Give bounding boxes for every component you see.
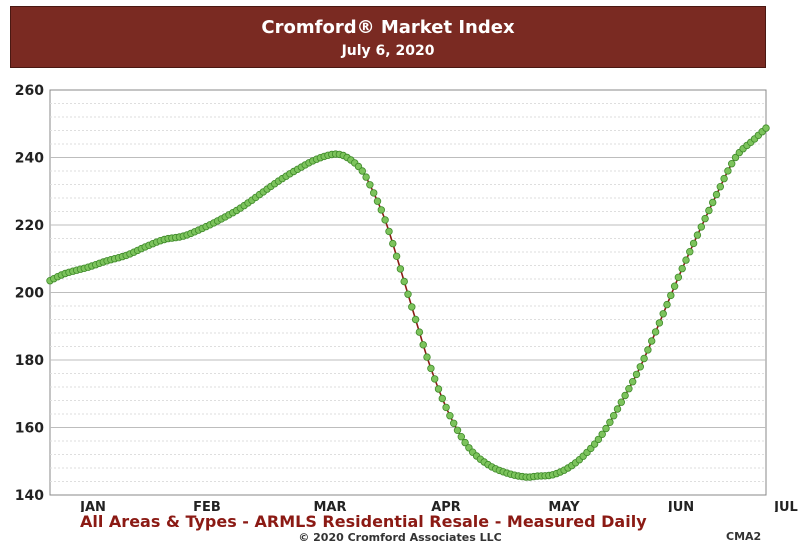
- data-point: [728, 159, 736, 168]
- data-point: [648, 337, 656, 345]
- data-point: [678, 264, 686, 273]
- series-points: [46, 124, 770, 481]
- data-point: [731, 153, 740, 162]
- data-point: [674, 273, 683, 281]
- x-tick-label: JAN: [79, 500, 106, 512]
- data-point: [640, 354, 648, 363]
- x-tick-label: APR: [431, 500, 461, 512]
- data-point: [408, 303, 416, 311]
- data-point: [438, 394, 446, 403]
- data-point: [453, 426, 462, 434]
- data-point: [720, 174, 728, 183]
- data-point: [613, 405, 622, 413]
- data-point: [724, 167, 732, 175]
- data-point: [686, 247, 694, 256]
- data-point: [370, 189, 378, 197]
- chart-title: Cromford® Market Index: [261, 17, 515, 38]
- y-tick-label: 180: [15, 353, 44, 369]
- data-point: [457, 433, 465, 441]
- data-point: [701, 214, 709, 223]
- data-point: [663, 300, 671, 309]
- data-point: [400, 277, 408, 286]
- x-tick-label: JUL: [773, 500, 798, 512]
- data-point: [636, 363, 644, 371]
- data-point: [644, 346, 652, 354]
- y-tick-label: 160: [15, 421, 44, 437]
- data-point: [689, 239, 698, 248]
- data-point: [762, 124, 770, 132]
- data-point: [651, 328, 660, 336]
- chart-subtitle: July 6, 2020: [341, 43, 435, 59]
- data-point: [693, 231, 702, 239]
- data-point: [392, 252, 401, 260]
- footer-code: CMA2: [726, 530, 762, 543]
- data-point: [709, 198, 717, 207]
- y-tick-label: 240: [15, 151, 44, 167]
- x-tick-label: MAY: [548, 500, 580, 512]
- data-point: [594, 435, 603, 444]
- data-point: [415, 328, 424, 336]
- data-point: [423, 353, 431, 361]
- data-point: [667, 291, 675, 300]
- title-bar: Cromford® Market Index July 6, 2020: [10, 6, 766, 68]
- data-point: [606, 418, 614, 426]
- y-axis: 140 160 180 200 220 240 260: [15, 83, 44, 504]
- data-point: [712, 190, 721, 199]
- data-point: [450, 419, 458, 427]
- data-point: [461, 438, 469, 447]
- x-tick-label: FEB: [193, 500, 221, 512]
- data-point: [598, 430, 606, 438]
- data-point: [670, 282, 679, 290]
- data-point: [385, 227, 393, 236]
- x-axis: JAN FEB MAR APR MAY JUN JUL: [79, 500, 798, 512]
- data-point: [621, 391, 629, 400]
- data-point: [590, 440, 599, 448]
- data-point: [617, 398, 625, 406]
- data-point: [682, 256, 690, 264]
- y-tick-label: 200: [15, 286, 44, 302]
- footer-copyright: © 2020 Cromford Associates LLC: [298, 531, 502, 544]
- data-point: [602, 424, 610, 433]
- data-point: [396, 265, 405, 273]
- data-point: [625, 385, 633, 393]
- data-point: [632, 370, 641, 379]
- footer-description: All Areas & Types - ARMLS Residential Re…: [80, 512, 647, 531]
- data-point: [431, 375, 439, 383]
- y-tick-label: 220: [15, 218, 44, 234]
- data-point: [411, 315, 420, 324]
- data-point: [366, 181, 374, 189]
- chart-svg: 140 160 180 200 220 240 260 JAN FEB MAR APR MAY JUN…: [15, 83, 798, 512]
- data-point: [389, 239, 397, 248]
- x-tick-label: MAR: [313, 500, 346, 512]
- data-point: [381, 216, 389, 224]
- data-point: [373, 197, 382, 205]
- data-point: [404, 290, 412, 298]
- data-point: [377, 206, 385, 214]
- data-point: [362, 173, 370, 181]
- data-point: [434, 385, 443, 393]
- data-point: [716, 182, 724, 191]
- data-point: [697, 223, 705, 231]
- y-tick-label: 260: [15, 83, 44, 99]
- data-point: [419, 341, 427, 349]
- data-point: [446, 412, 454, 420]
- data-point: [629, 378, 637, 386]
- x-tick-label: JUN: [667, 500, 694, 512]
- data-point: [442, 403, 450, 412]
- grid-lines: [50, 103, 766, 482]
- y-tick-label: 140: [15, 488, 44, 504]
- data-point: [655, 319, 664, 327]
- data-point: [659, 310, 667, 318]
- data-point: [610, 412, 618, 420]
- data-point: [358, 167, 366, 175]
- data-point: [427, 364, 435, 373]
- data-point: [705, 206, 713, 215]
